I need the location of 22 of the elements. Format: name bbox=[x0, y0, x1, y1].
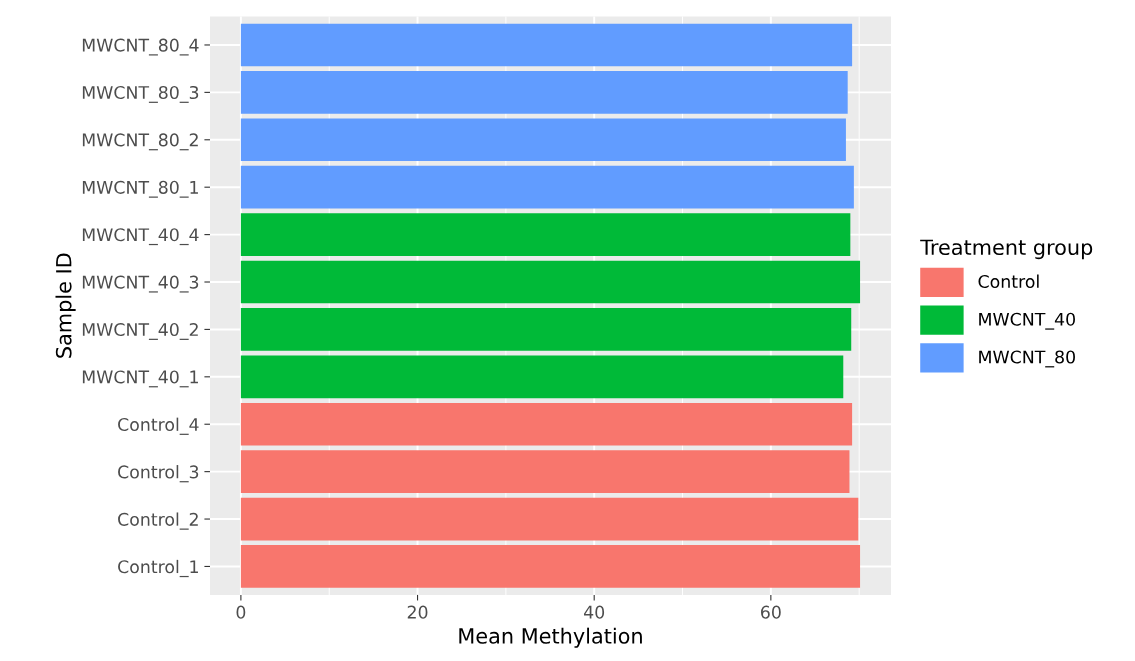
y-tick-label: MWCNT_80_3 bbox=[82, 85, 199, 103]
y-tick-label: Control_2 bbox=[118, 512, 198, 530]
y-tick-label: MWCNT_40_3 bbox=[82, 275, 199, 293]
y-tick-label: Control_1 bbox=[118, 559, 198, 578]
x-axis-title: Mean Methylation bbox=[459, 627, 642, 648]
y-tick-label: Control_4 bbox=[118, 417, 199, 435]
legend-label: MWCNT_80 bbox=[979, 350, 1075, 368]
y-axis-title: Sample ID bbox=[55, 253, 76, 358]
y-tick-label: MWCNT_80_2 bbox=[82, 133, 198, 151]
x-tick-label: 40 bbox=[584, 605, 605, 619]
y-tick-label: MWCNT_40_2 bbox=[82, 322, 198, 340]
y-tick-label: MWCNT_40_1 bbox=[82, 370, 198, 388]
y-tick-label: MWCNT_40_4 bbox=[82, 228, 199, 246]
x-tick-label: 20 bbox=[407, 605, 428, 619]
legend-label: MWCNT_40 bbox=[979, 312, 1075, 330]
x-tick-label: 60 bbox=[761, 605, 781, 619]
x-tick-label: 0 bbox=[236, 605, 246, 619]
y-tick-label: Control_3 bbox=[118, 465, 199, 483]
y-tick-label: MWCNT_80_4 bbox=[82, 38, 199, 56]
y-tick-label: MWCNT_80_1 bbox=[82, 180, 198, 198]
legend-label: Control bbox=[978, 274, 1039, 289]
legend-title: Treatment group bbox=[920, 239, 1093, 260]
